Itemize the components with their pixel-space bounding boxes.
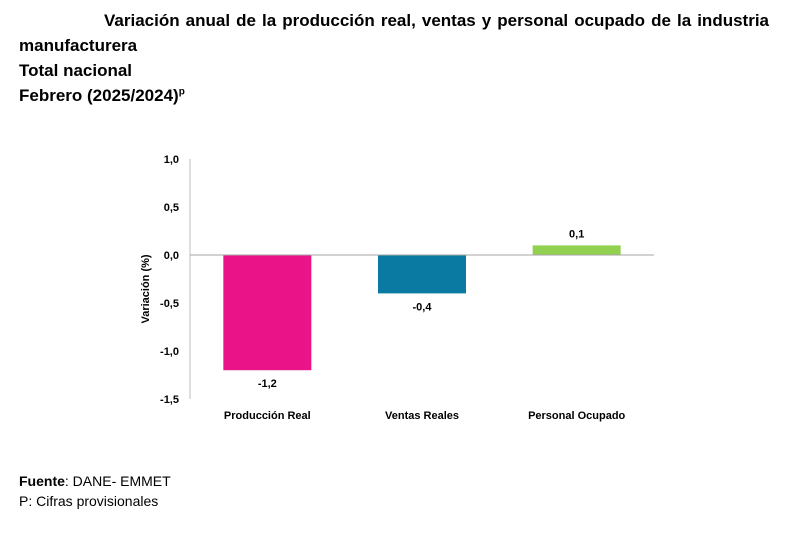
- y-tick-label: -0,5: [160, 298, 179, 310]
- x-tick-label: Producción Real: [224, 410, 311, 422]
- provisional-note: P: Cifras provisionales: [19, 493, 159, 509]
- y-tick-label: -1,0: [160, 346, 179, 358]
- title-line-4: Febrero (2025/2024)p: [19, 83, 769, 108]
- data-label: -0,4: [413, 301, 433, 313]
- title-line-1: Variación anual de la producción real, v…: [104, 11, 769, 30]
- bar-3: [532, 245, 621, 255]
- bar-1: [223, 255, 312, 371]
- source-label: Fuente: [19, 473, 65, 489]
- bar-2: [378, 255, 466, 294]
- source-line: Fuente: DANE- EMMET: [19, 471, 171, 491]
- x-tick-label: Personal Ocupado: [528, 410, 625, 422]
- title-line-2: manufacturera: [19, 36, 138, 55]
- data-label: 0,1: [569, 228, 584, 240]
- chart-title: Variación anual de la producción real, v…: [19, 8, 769, 108]
- y-axis-title: Variación (%): [140, 254, 152, 323]
- source-text: : DANE- EMMET: [64, 473, 171, 489]
- title-period: Febrero (2025/2024): [19, 86, 179, 105]
- chart-footer: Fuente: DANE- EMMET P: Cifras provisiona…: [19, 471, 171, 511]
- title-provisional-mark: p: [178, 86, 185, 98]
- y-tick-label: 0,5: [164, 202, 179, 214]
- data-label: -1,2: [258, 378, 277, 390]
- x-tick-label: Ventas Reales: [385, 410, 459, 422]
- y-tick-label: -1,5: [160, 394, 179, 406]
- y-tick-label: 1,0: [164, 154, 179, 166]
- y-tick-label: 0,0: [164, 250, 179, 262]
- title-line-3: Total nacional: [19, 61, 133, 80]
